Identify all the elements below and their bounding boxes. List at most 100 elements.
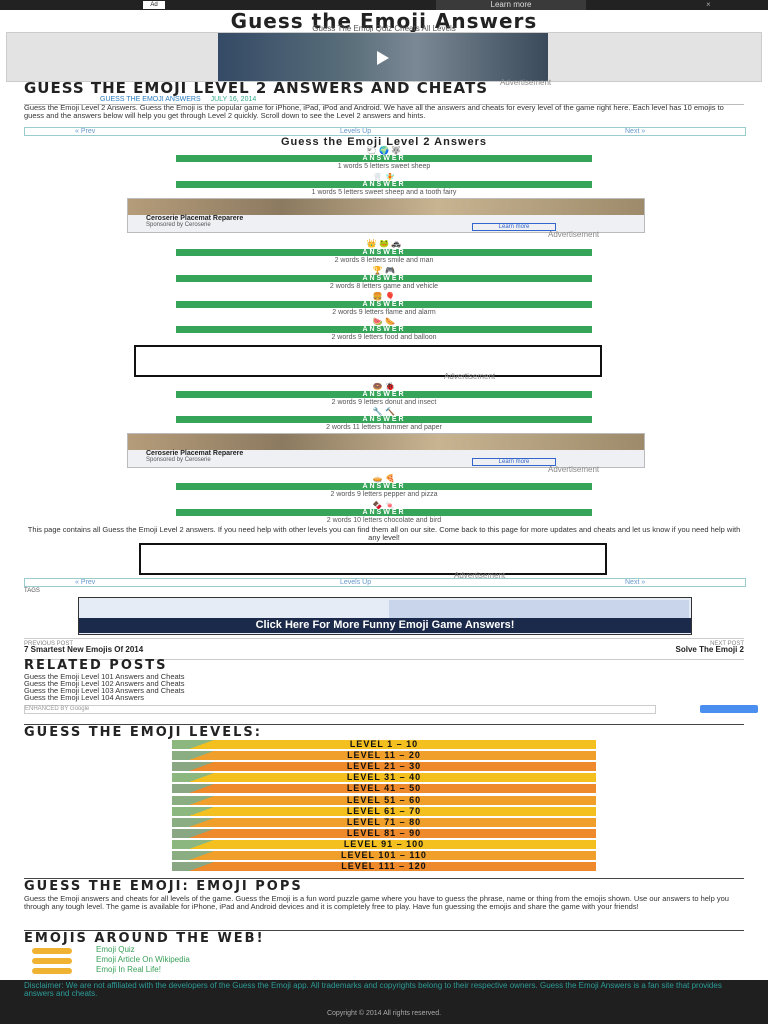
answer-button[interactable]: ANSWER [176, 509, 592, 516]
level-link[interactable]: LEVEL 71 – 80 [172, 817, 596, 827]
level-link[interactable]: LEVEL 41 – 50 [172, 783, 596, 794]
emoji-clue: 🍩 🐞 [372, 382, 396, 391]
prev-post-link[interactable]: 7 Smartest New Emojis Of 2014 [24, 645, 144, 654]
web-link[interactable]: Emoji In Real Life! [96, 965, 161, 974]
site-title[interactable]: Guess the Emoji Answers [230, 9, 538, 33]
prev-link[interactable]: « Prev [75, 128, 96, 135]
level-link[interactable]: LEVEL 91 – 100 [172, 838, 596, 849]
level-link[interactable]: LEVEL 51 – 60 [172, 794, 596, 805]
ad-label: Advertisement [500, 78, 552, 87]
level-label: LEVEL 91 – 100 [343, 838, 425, 849]
related-post-link[interactable]: Guess the Emoji Level 103 Answers and Ch… [24, 686, 185, 695]
close-icon[interactable]: × [706, 0, 711, 9]
tips-heading: GUESS THE EMOJI: EMOJI POPS [24, 879, 303, 894]
level-chevron-icon [172, 851, 252, 860]
level-label: LEVEL 31 – 40 [346, 772, 422, 783]
level-chevron-icon [172, 740, 252, 749]
level-link[interactable]: LEVEL 21 – 30 [172, 762, 596, 772]
level-chevron-icon [172, 795, 252, 805]
emoji-clue: 🐑 🌍 🐺 [366, 146, 402, 155]
answer-button[interactable]: ANSWER [176, 275, 592, 282]
levels-heading: GUESS THE EMOJI LEVELS: [24, 725, 262, 740]
level-label: LEVEL 1 – 10 [349, 739, 419, 749]
level-nav-bottom: « Prev Levels Up Next » [24, 578, 746, 587]
answer-button[interactable]: ANSWER [176, 391, 592, 398]
emoji-clue: 🏆 🎮 [372, 266, 396, 275]
related-post-link[interactable]: Guess the Emoji Level 101 Answers and Ch… [24, 672, 185, 681]
level-link[interactable]: LEVEL 61 – 70 [172, 806, 596, 816]
native-ad[interactable]: Ceroserie Placemat Reparere Sponsored by… [127, 433, 645, 468]
answer-button[interactable]: ANSWER [176, 416, 592, 423]
emoji-clue: 🍔 🎈 [372, 292, 396, 301]
emoji-clue: 🍫 🍬 [372, 501, 396, 510]
level-chevron-icon [172, 862, 252, 872]
emoji-clue: 👑 🐸 🚓 [366, 239, 402, 248]
banner-text[interactable]: Click Here For More Funny Emoji Game Ans… [79, 618, 691, 633]
answer-button[interactable]: ANSWER [176, 483, 592, 490]
emoji-clue: 🍉 🌭 [372, 317, 396, 326]
native-ad[interactable]: Ceroserie Placemat Reparere Sponsored by… [127, 198, 645, 233]
emoji-clue: 🔧 🔨 [372, 407, 396, 416]
level-chevron-icon [172, 784, 252, 794]
ad-learn-more-button[interactable]: Learn more [472, 458, 556, 466]
search-button[interactable] [700, 705, 758, 713]
learn-more-button[interactable]: Learn more [436, 0, 586, 10]
divider [24, 878, 744, 879]
answer-button[interactable]: ANSWER [176, 326, 592, 333]
footer-copyright: Copyright © 2014 All rights reserved. [326, 1010, 442, 1017]
level-label: LEVEL 51 – 60 [346, 794, 422, 805]
emoji-site-icon [32, 958, 72, 964]
answer-button[interactable]: ANSWER [176, 301, 592, 308]
related-posts-heading: RELATED POSTS [24, 658, 168, 673]
post-date: JULY 16, 2014 [210, 96, 257, 103]
level-label: LEVEL 101 – 110 [341, 850, 427, 860]
level-link[interactable]: LEVEL 101 – 110 [172, 851, 596, 860]
level-link[interactable]: LEVEL 1 – 10 [172, 740, 596, 749]
ad-sponsor: Sponsored by Ceroserie [146, 222, 211, 228]
answer-button[interactable]: ANSWER [176, 181, 592, 188]
ad-badge: Ad [143, 1, 165, 9]
ad-image[interactable] [128, 199, 644, 215]
banner-image[interactable] [389, 600, 689, 618]
next-post-link[interactable]: Solve The Emoji 2 [675, 645, 744, 654]
web-link[interactable]: Emoji Article On Wikipedia [96, 955, 190, 964]
post-navigation: PREVIOUS POST 7 Smartest New Emojis Of 2… [24, 638, 744, 660]
prev-post-label: PREVIOUS POST [24, 641, 74, 647]
level-label: LEVEL 41 – 50 [346, 783, 422, 794]
video-ad[interactable] [6, 32, 762, 82]
next-link[interactable]: Next » [625, 128, 646, 135]
more-answers-banner[interactable]: Click Here For More Funny Emoji Game Ans… [78, 597, 692, 635]
author-link[interactable]: GUESS THE EMOJI ANSWERS [100, 96, 201, 103]
ad-title[interactable]: Ceroserie Placemat Reparere [146, 215, 244, 222]
levels-link[interactable]: Levels Up [340, 579, 372, 586]
level-chevron-icon [172, 773, 252, 783]
hint-text: 1 words 5 letters sweet sheep [337, 163, 431, 170]
level-link[interactable]: LEVEL 81 – 90 [172, 828, 596, 838]
prev-link[interactable]: « Prev [75, 579, 96, 586]
web-heading: EMOJIS AROUND THE WEB! [24, 931, 265, 946]
level-label: LEVEL 111 – 120 [341, 861, 427, 872]
hint-text: 2 words 9 letters donut and insect [331, 399, 437, 406]
hint-text: 2 words 9 letters flame and alarm [332, 309, 436, 316]
level-link[interactable]: LEVEL 11 – 20 [172, 751, 596, 761]
play-icon[interactable] [377, 51, 389, 65]
related-post-link[interactable]: Guess the Emoji Level 104 Answers [24, 693, 145, 702]
levels-link[interactable]: Levels Up [340, 128, 372, 135]
answer-button[interactable]: ANSWER [176, 155, 592, 162]
level-chevron-icon [172, 817, 252, 827]
footer: Disclaimer: We are not affiliated with t… [0, 980, 768, 1024]
search-input[interactable]: ENHANCED BY Google [24, 705, 656, 714]
site-tagline: Guess The Emoji Quiz Cheats All Levels [312, 24, 456, 33]
answer-button[interactable]: ANSWER [176, 249, 592, 256]
ad-image[interactable] [128, 434, 644, 450]
ad-title[interactable]: Ceroserie Placemat Reparere [146, 450, 244, 457]
ad-learn-more-button[interactable]: Learn more [472, 223, 556, 231]
level-link[interactable]: LEVEL 111 – 120 [172, 861, 596, 872]
related-post-link[interactable]: Guess the Emoji Level 102 Answers and Ch… [24, 679, 185, 688]
level-link[interactable]: LEVEL 31 – 40 [172, 772, 596, 783]
web-link[interactable]: Emoji Quiz [96, 945, 135, 954]
top-ad-bar: Ad Learn more × [0, 0, 768, 10]
emoji-site-icon [32, 948, 72, 954]
next-link[interactable]: Next » [625, 579, 646, 586]
post-byline: GUESS THE EMOJI ANSWERS JULY 16, 2014 [24, 96, 744, 105]
